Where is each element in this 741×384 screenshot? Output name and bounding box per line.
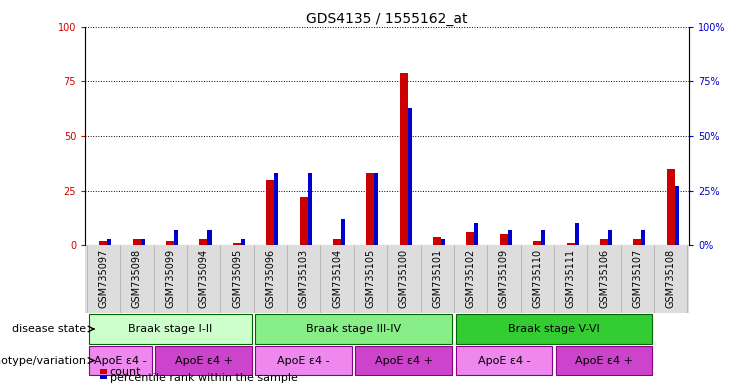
Text: ApoE ε4 +: ApoE ε4 + [575,356,633,366]
Text: GSM735111: GSM735111 [565,249,576,308]
Bar [374,173,379,245]
Text: Braak stage I-II: Braak stage I-II [128,324,213,334]
Bar [408,108,412,245]
Bar [674,186,679,245]
Bar [141,239,144,245]
Text: Braak stage V-VI: Braak stage V-VI [508,324,600,334]
Text: GSM735109: GSM735109 [499,249,509,308]
Text: GSM735099: GSM735099 [165,249,176,308]
Bar [356,346,452,376]
Bar [533,241,542,245]
Bar [199,239,207,245]
Bar [634,239,642,245]
Text: GSM735094: GSM735094 [199,249,209,308]
Bar [474,223,479,245]
Bar [433,237,442,245]
Bar [333,239,342,245]
Bar [441,239,445,245]
Bar [99,241,107,245]
Text: genotype/variation: genotype/variation [0,356,86,366]
Bar [366,173,375,245]
Text: GSM735098: GSM735098 [132,249,142,308]
Bar [256,346,352,376]
Text: GSM735106: GSM735106 [599,249,609,308]
Text: disease state: disease state [12,324,86,334]
Text: GSM735107: GSM735107 [632,249,642,308]
Text: GSM735110: GSM735110 [532,249,542,308]
Text: Braak stage III-IV: Braak stage III-IV [306,324,402,334]
Bar [574,223,579,245]
Text: GSM735096: GSM735096 [265,249,276,308]
Bar [107,239,111,245]
Bar [466,232,475,245]
Bar [241,239,245,245]
Bar [641,230,645,245]
Bar [207,230,211,245]
Text: GSM735104: GSM735104 [332,249,342,308]
Text: GSM735102: GSM735102 [465,249,476,308]
Bar [499,234,508,245]
Bar [341,219,345,245]
Bar [174,230,178,245]
Text: ApoE ε4 +: ApoE ε4 + [375,356,433,366]
Text: ApoE ε4 +: ApoE ε4 + [175,356,233,366]
Bar [456,346,552,376]
Text: GSM735105: GSM735105 [365,249,376,308]
Bar [667,169,675,245]
Text: ApoE ε4 -: ApoE ε4 - [478,356,531,366]
Text: count: count [110,367,142,377]
Bar [233,243,242,245]
Bar [608,230,612,245]
Bar [89,314,252,344]
Bar [274,173,278,245]
Bar [166,241,174,245]
Text: ApoE ε4 -: ApoE ε4 - [277,356,330,366]
Text: ApoE ε4 -: ApoE ε4 - [94,356,147,366]
Text: percentile rank within the sample: percentile rank within the sample [110,373,298,383]
Bar [456,314,652,344]
Text: GSM735103: GSM735103 [299,249,309,308]
Bar [399,73,408,245]
Bar [133,239,141,245]
Title: GDS4135 / 1555162_at: GDS4135 / 1555162_at [307,12,468,26]
Text: GSM735100: GSM735100 [399,249,409,308]
Text: GSM735095: GSM735095 [232,249,242,308]
Bar [308,173,312,245]
Bar [567,243,575,245]
Text: GSM735108: GSM735108 [665,249,676,308]
Bar [266,180,275,245]
Bar [156,346,252,376]
Bar [600,239,608,245]
Bar [256,314,452,344]
Bar [299,197,308,245]
Text: GSM735097: GSM735097 [99,249,109,308]
Bar [508,230,512,245]
Bar [89,346,152,376]
Bar [541,230,545,245]
Text: GSM735101: GSM735101 [432,249,442,308]
Bar [556,346,652,376]
